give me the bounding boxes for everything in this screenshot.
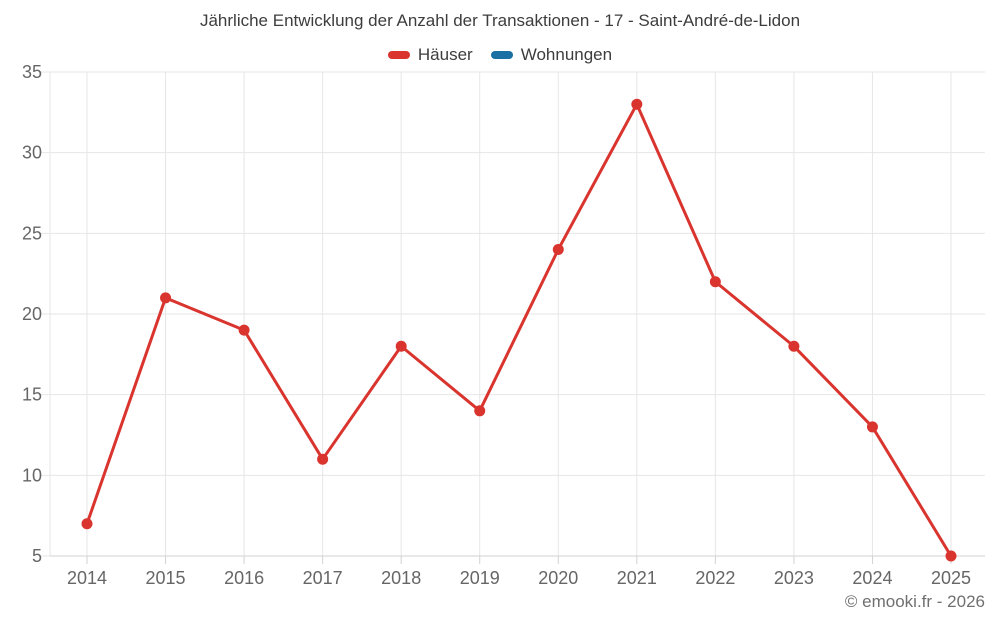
y-axis-tick-label: 25 xyxy=(22,223,42,243)
legend-label-wohnungen: Wohnungen xyxy=(520,45,613,64)
legend-label-haeuser: Häuser xyxy=(417,45,473,64)
legend-item-wohnungen[interactable]: Wohnungen xyxy=(490,45,613,65)
x-axis-tick-label: 2017 xyxy=(303,568,343,588)
data-point[interactable] xyxy=(395,340,407,352)
legend-swatch-haeuser-icon xyxy=(387,51,410,59)
x-axis-tick-label: 2022 xyxy=(695,568,735,588)
data-point[interactable] xyxy=(945,550,957,562)
data-point[interactable] xyxy=(866,421,878,433)
x-axis-tick-label: 2015 xyxy=(146,568,186,588)
y-axis-tick-label: 20 xyxy=(22,304,42,324)
x-axis-tick-label: 2025 xyxy=(931,568,971,588)
data-point[interactable] xyxy=(317,453,329,465)
copyright-text: © emooki.fr - 2026 xyxy=(844,592,985,611)
chart-legend: Häuser Wohnungen xyxy=(0,45,1000,65)
y-axis-tick-label: 10 xyxy=(22,465,42,485)
x-axis-tick-label: 2016 xyxy=(224,568,264,588)
data-point[interactable] xyxy=(160,292,172,304)
data-point[interactable] xyxy=(81,518,93,530)
legend-swatch-wohnungen-icon xyxy=(490,51,513,59)
legend-item-haeuser[interactable]: Häuser xyxy=(387,45,473,65)
x-axis-tick-label: 2018 xyxy=(381,568,421,588)
y-axis-tick-label: 35 xyxy=(22,62,42,82)
x-axis-tick-label: 2024 xyxy=(852,568,892,588)
x-axis-tick-label: 2014 xyxy=(67,568,107,588)
y-axis-tick-label: 30 xyxy=(22,143,42,163)
data-point[interactable] xyxy=(709,276,721,288)
series-line-häuser xyxy=(85,102,953,558)
x-axis-tick-label: 2020 xyxy=(538,568,578,588)
data-point[interactable] xyxy=(788,340,800,352)
x-axis-tick-label: 2021 xyxy=(617,568,657,588)
x-axis-tick-label: 2023 xyxy=(774,568,814,588)
y-axis-tick-label: 15 xyxy=(22,385,42,405)
x-axis-tick-label: 2019 xyxy=(460,568,500,588)
y-axis-tick-label: 5 xyxy=(32,546,42,566)
data-point[interactable] xyxy=(238,324,250,336)
data-point[interactable] xyxy=(631,98,643,110)
data-point[interactable] xyxy=(552,243,564,255)
data-point[interactable] xyxy=(474,405,486,417)
chart-title: Jährliche Entwicklung der Anzahl der Tra… xyxy=(199,11,801,30)
